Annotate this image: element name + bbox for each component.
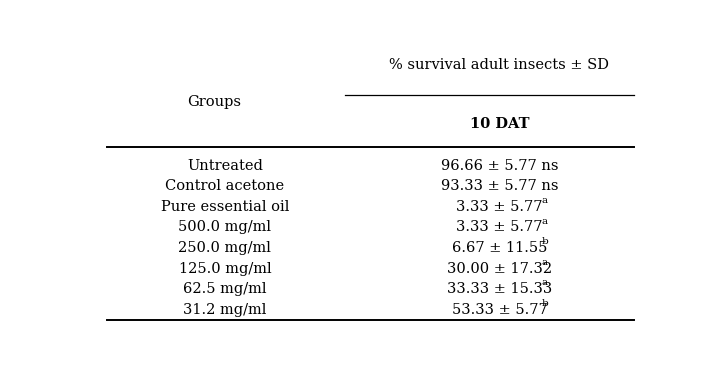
Text: a: a	[542, 217, 547, 226]
Text: 62.5 mg/ml: 62.5 mg/ml	[183, 282, 267, 296]
Text: a: a	[542, 258, 547, 267]
Text: 33.33 ± 15.33: 33.33 ± 15.33	[447, 282, 552, 296]
Text: 6.67 ± 11.55: 6.67 ± 11.55	[452, 241, 547, 255]
Text: 3.33 ± 5.77: 3.33 ± 5.77	[456, 220, 543, 234]
Text: b: b	[542, 299, 548, 308]
Text: 53.33 ± 5.77: 53.33 ± 5.77	[452, 303, 547, 317]
Text: % survival adult insects ± SD: % survival adult insects ± SD	[390, 58, 609, 72]
Text: a: a	[542, 279, 547, 287]
Text: 10 DAT: 10 DAT	[470, 117, 529, 131]
Text: 125.0 mg/ml: 125.0 mg/ml	[179, 262, 271, 276]
Text: 31.2 mg/ml: 31.2 mg/ml	[183, 303, 267, 317]
Text: Pure essential oil: Pure essential oil	[161, 200, 289, 214]
Text: b: b	[542, 237, 548, 246]
Text: 96.66 ± 5.77 ns: 96.66 ± 5.77 ns	[440, 158, 558, 172]
Text: Untreated: Untreated	[187, 158, 262, 172]
Text: 3.33 ± 5.77: 3.33 ± 5.77	[456, 200, 543, 214]
Text: 93.33 ± 5.77 ns: 93.33 ± 5.77 ns	[440, 179, 558, 193]
Text: 250.0 mg/ml: 250.0 mg/ml	[179, 241, 271, 255]
Text: 30.00 ± 17.32: 30.00 ± 17.32	[447, 262, 552, 276]
Text: Control acetone: Control acetone	[166, 179, 284, 193]
Text: 500.0 mg/ml: 500.0 mg/ml	[179, 220, 271, 234]
Text: a: a	[542, 196, 547, 205]
Text: Groups: Groups	[187, 96, 241, 109]
